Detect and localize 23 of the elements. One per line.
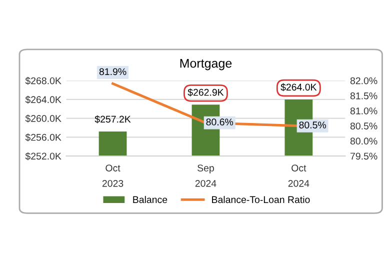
y2-tick-label: 82.0% <box>350 77 378 84</box>
y2-tick-label: 81.5% <box>350 92 378 100</box>
y-tick-label: $252.0K <box>25 152 62 160</box>
y-tick-label: $256.0K <box>25 133 62 142</box>
x-tick-label: Sep 2024 <box>195 164 216 187</box>
chart-title: Mortgage <box>180 59 232 70</box>
y2-tick-label: 80.0% <box>350 138 378 145</box>
data-label: $257.2K <box>94 115 131 124</box>
y-tick-label: $260.0K <box>25 114 62 122</box>
data-label: 81.9% <box>99 68 126 76</box>
data-label: $262.9K <box>188 88 224 96</box>
y2-tick-label: 80.5% <box>350 122 378 130</box>
y-tick-label: $264.0K <box>25 96 62 104</box>
x-tick-label: Oct 2024 <box>288 164 310 187</box>
x-tick-label: Oct 2023 <box>102 164 124 187</box>
legend-label: Balance-To-Loan Ratio <box>212 196 310 204</box>
y2-tick-label: 79.5% <box>350 152 378 160</box>
y-tick-label: $268.0K <box>25 76 62 85</box>
data-label: 80.5% <box>299 122 326 128</box>
y2-tick-label: 81.0% <box>350 107 378 114</box>
data-label: $264.0K <box>280 83 317 92</box>
legend-label: Balance <box>133 196 168 204</box>
data-label: 80.6% <box>206 118 234 126</box>
